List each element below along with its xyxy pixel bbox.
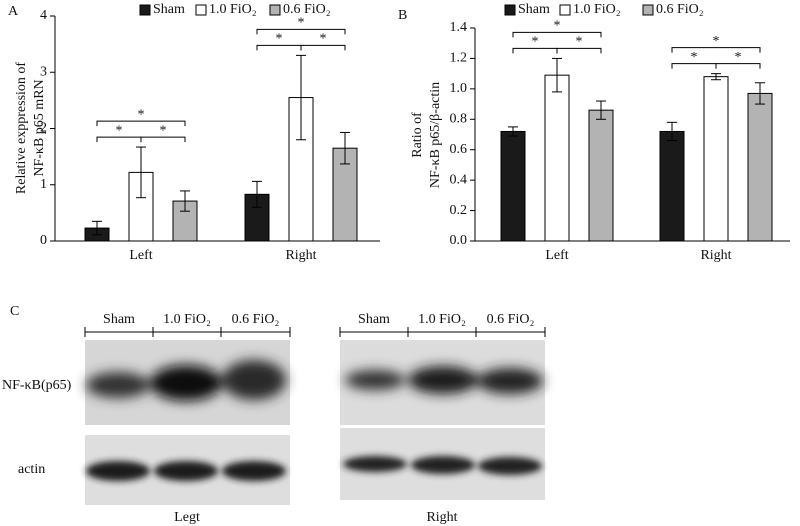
- significance-label: *: [160, 123, 167, 138]
- x-tick-label: Right: [700, 248, 731, 263]
- legend-swatch: [139, 4, 151, 16]
- significance-label: *: [298, 16, 305, 31]
- legend-label: 1.0 FiO₂: [573, 2, 621, 17]
- y-tick-label: 3: [40, 64, 47, 79]
- y-axis-label: NF-κB p65 mRN: [32, 79, 47, 176]
- legend-label: 0.6 FiO₂: [656, 2, 704, 17]
- significance-bracket: [96, 120, 186, 127]
- x-tick-label: Left: [129, 248, 152, 263]
- row-label: NF-κB(p65): [2, 378, 72, 393]
- legend-label: 1.0 FiO₂: [209, 2, 257, 17]
- y-tick-label: 1: [40, 177, 47, 192]
- significance-label: *: [735, 50, 742, 65]
- bar: [659, 130, 685, 242]
- significance-bracket: [671, 47, 761, 53]
- y-tick-label: 1.2: [450, 51, 468, 66]
- error-bar: [711, 73, 721, 81]
- bar: [500, 130, 526, 242]
- bands: [86, 360, 543, 401]
- panel-label: B: [398, 8, 407, 23]
- significance-label: *: [116, 123, 123, 138]
- significance-label: *: [276, 32, 283, 47]
- y-tick-label: 0.2: [450, 203, 468, 218]
- y-axis-label: NF-κB p65/β-actin: [428, 82, 443, 188]
- significance-label: *: [554, 19, 561, 34]
- significance-label: *: [691, 50, 698, 65]
- bar: [588, 109, 614, 242]
- error-bar: [92, 220, 102, 236]
- row-label: actin: [18, 462, 45, 477]
- significance-label: *: [532, 35, 539, 50]
- y-tick-label: 2: [40, 121, 47, 136]
- y-tick-label: 4: [40, 8, 47, 23]
- y-axis-label: Relative exppression of: [14, 62, 29, 195]
- significance-bracket: [556, 47, 602, 54]
- side-label: Right: [426, 510, 457, 525]
- error-bar: [755, 82, 765, 105]
- legend-swatch: [195, 4, 207, 16]
- lane-label: 0.6 FiO₂: [487, 312, 535, 327]
- legend-label: Sham: [153, 2, 185, 17]
- x-tick-label: Right: [285, 248, 316, 263]
- bar: [128, 171, 154, 242]
- error-bar: [552, 57, 562, 93]
- panel-label: A: [8, 4, 19, 19]
- y-tick-label: 0.8: [450, 112, 468, 127]
- actin-bands: [86, 456, 542, 481]
- significance-label: *: [576, 35, 583, 50]
- y-axis-label: Ratio of: [410, 112, 425, 158]
- error-bar: [340, 131, 350, 165]
- lane-label: 1.0 FiO₂: [163, 312, 211, 327]
- side-label: Legt: [174, 510, 200, 525]
- y-tick-label: 1.0: [450, 81, 468, 96]
- bar: [703, 76, 729, 242]
- lane-label: 1.0 FiO₂: [418, 312, 466, 327]
- legend-swatch: [642, 4, 654, 16]
- y-tick-label: 0.6: [450, 142, 468, 157]
- legend-label: 0.6 FiO₂: [283, 2, 331, 17]
- significance-label: *: [713, 34, 720, 49]
- significance-bracket: [300, 44, 346, 51]
- error-bar: [296, 54, 306, 141]
- error-bar: [136, 146, 146, 199]
- error-bar: [596, 100, 606, 120]
- significance-label: *: [320, 32, 327, 47]
- significance-bracket: [140, 136, 186, 143]
- significance-bracket: [715, 63, 761, 69]
- x-tick-label: Left: [545, 248, 568, 263]
- significance-label: *: [138, 107, 145, 122]
- error-bar: [667, 121, 677, 142]
- error-bar: [252, 180, 262, 208]
- error-bar: [180, 190, 190, 212]
- legend-swatch: [269, 4, 281, 16]
- bar: [747, 92, 773, 242]
- y-tick-label: 0: [40, 233, 47, 248]
- legend-label: Sham: [518, 2, 550, 17]
- lane-label: Sham: [103, 312, 135, 327]
- y-tick-label: 0.0: [450, 233, 468, 248]
- significance-bracket: [512, 31, 602, 38]
- lane-label: 0.6 FiO₂: [232, 312, 280, 327]
- significance-bracket: [256, 28, 346, 35]
- bar: [544, 74, 570, 242]
- panel-label: C: [10, 304, 19, 319]
- legend-swatch: [559, 4, 571, 16]
- error-bar: [508, 126, 518, 137]
- legend-swatch: [504, 4, 516, 16]
- lane-label: Sham: [358, 312, 390, 327]
- y-tick-label: 1.4: [450, 20, 468, 35]
- blot-images: [85, 340, 545, 505]
- y-tick-label: 0.4: [450, 172, 468, 187]
